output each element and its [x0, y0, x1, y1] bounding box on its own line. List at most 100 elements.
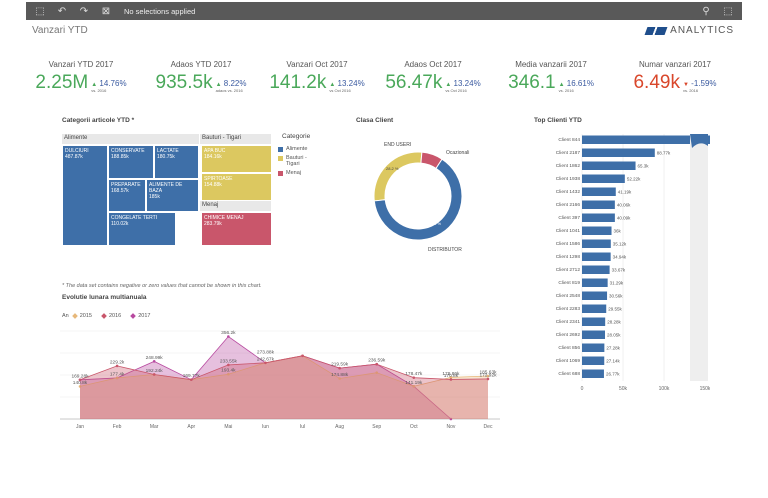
client-bar[interactable] [582, 343, 605, 353]
selections-tool-icon[interactable]: ⬚ [723, 5, 733, 17]
client-bar[interactable] [582, 304, 607, 314]
kpi-value: 935.5k [155, 72, 213, 93]
treemap-cell[interactable]: APA BUC 184.16k [201, 145, 272, 173]
data-point[interactable] [227, 363, 230, 367]
client-bar[interactable] [582, 187, 616, 197]
client-bar[interactable] [582, 330, 606, 340]
data-point[interactable] [189, 378, 193, 381]
legend-item-2017[interactable]: 2017 [130, 313, 154, 319]
selection-status: No selections applied [124, 6, 196, 16]
client-bar[interactable] [582, 226, 612, 236]
data-point[interactable] [301, 354, 304, 358]
treemap-legend-item[interactable]: Alimente [278, 146, 320, 152]
data-point[interactable] [375, 371, 379, 374]
data-point[interactable] [486, 377, 490, 381]
treemap-cell[interactable]: DULCIURI 487.87k [62, 145, 108, 246]
step-back-icon[interactable]: ↶ [57, 5, 67, 17]
data-point[interactable] [152, 373, 156, 376]
legend-label: Bauturi - Tigari [286, 155, 307, 167]
data-point[interactable] [338, 366, 341, 370]
x-tick-label: Nov [446, 424, 455, 430]
kpi-card[interactable]: Vanzari YTD 2017 2.25M ▲ 14.76% vs. 2016 [20, 60, 142, 93]
client-bar[interactable] [582, 135, 710, 145]
data-point[interactable] [412, 376, 416, 379]
client-bar[interactable] [582, 265, 610, 275]
kpi-change: 8.22% [223, 79, 247, 88]
treemap-cell[interactable]: CONSERVATE 188.85k [108, 145, 154, 179]
donut-slice[interactable] [373, 151, 423, 202]
data-point[interactable] [412, 385, 416, 388]
client-bar[interactable] [582, 239, 611, 249]
data-label: 178.47k [405, 371, 423, 377]
legend-item-2016[interactable]: 2016 [101, 313, 125, 319]
client-bar[interactable] [582, 252, 611, 262]
step-forward-icon[interactable]: ↷ [79, 5, 89, 17]
data-point[interactable] [264, 361, 267, 365]
legend-swatch [278, 155, 283, 161]
client-bar[interactable] [582, 369, 604, 379]
treemap-cell-value: 168.57k [111, 188, 129, 194]
data-label: 169.77k [183, 373, 201, 379]
treemap-cell-label: PREPARATE [111, 182, 141, 188]
treemap-cell-label: APA BUC [204, 148, 226, 154]
client-value-label: 28.05k [607, 333, 621, 338]
data-point[interactable] [78, 378, 82, 382]
data-point[interactable] [375, 362, 379, 366]
client-bar[interactable] [582, 291, 608, 301]
data-label: 236.59k [368, 358, 386, 364]
data-label: 248.99k [146, 355, 164, 361]
treemap-note: * The data set contains negative or zero… [62, 283, 262, 289]
client-bar[interactable] [582, 213, 615, 223]
arrow-up-icon: ▲ [445, 82, 452, 88]
data-point[interactable] [338, 377, 341, 380]
smart-search-icon[interactable]: ⬚ [35, 5, 45, 17]
search-icon[interactable]: ⚲ [702, 5, 710, 17]
kpi-card[interactable]: Media vanzarii 2017 346.1 ▲ 16.61% vs. 2… [490, 60, 612, 93]
kpi-comparison: vs. 2016 [558, 88, 574, 93]
legend-item-2015[interactable]: 2015 [71, 313, 96, 319]
donut-chart[interactable]: END USERI Ocazionali DISTRIBUTOR 64 % 28.2 % [370, 135, 470, 255]
arrow-up-icon: ▲ [91, 82, 98, 88]
client-bar[interactable] [582, 317, 606, 327]
client-bar[interactable] [582, 174, 625, 184]
client-bar[interactable] [582, 200, 615, 210]
kpi-title: Vanzari Oct 2017 [286, 60, 348, 69]
treemap-cell[interactable]: CONGELATE TERTI 110.02k [108, 212, 176, 246]
legend-label: 2016 [108, 313, 122, 319]
data-point[interactable] [449, 376, 453, 379]
kpi-card[interactable]: Numar vanzari 2017 6.49k ▼ -1.59% vs. 20… [614, 60, 736, 93]
data-point[interactable] [449, 417, 453, 421]
treemap-cell[interactable]: LACTATE 180.75k [154, 145, 199, 179]
series-line-2016[interactable] [79, 355, 489, 381]
kpi-card[interactable]: Adaos Oct 2017 56.47k ▲ 13.24% vs Oct 20… [372, 60, 494, 93]
kpi-comparison: vs. 2016 [682, 88, 699, 93]
clear-selections-icon[interactable]: ⊠ [101, 5, 111, 17]
treemap-cell[interactable]: CHIMICE MENAJ 283.79k [201, 212, 272, 246]
kpi-title: Numar vanzari 2017 [638, 60, 712, 69]
treemap-cell[interactable]: PREPARATE 168.57k [108, 179, 146, 212]
scroll-minimap[interactable] [690, 134, 708, 381]
data-point[interactable] [115, 364, 119, 368]
data-point[interactable] [486, 374, 490, 378]
kpi-card[interactable]: Adaos YTD 2017 935.5k ▲ 8.22% adaos vs. … [140, 60, 262, 93]
treemap-cell[interactable]: ALIMENTE DE BAZA 185k [146, 179, 199, 212]
client-bar[interactable] [582, 278, 608, 288]
donut-slice[interactable] [373, 158, 463, 241]
data-point[interactable] [115, 376, 119, 380]
client-bar[interactable] [582, 148, 655, 158]
series-area-2016 [80, 355, 488, 419]
treemap-cell[interactable]: SPIRTOASE 154.88k [201, 173, 272, 201]
treemap-legend-item[interactable]: Bauturi - Tigari [278, 155, 320, 167]
data-point[interactable] [227, 335, 230, 338]
client-bar[interactable] [582, 161, 636, 171]
kpi-card[interactable]: Vanzari Oct 2017 141.2k ▲ 13.24% vs Oct … [256, 60, 378, 93]
data-point[interactable] [152, 360, 156, 363]
data-point[interactable] [449, 378, 453, 381]
data-point[interactable] [227, 372, 230, 376]
client-bar[interactable] [582, 356, 605, 366]
client-value-label: 52.22k [627, 177, 641, 182]
treemap-legend-item[interactable]: Menaj [278, 170, 320, 176]
data-point[interactable] [78, 385, 82, 388]
